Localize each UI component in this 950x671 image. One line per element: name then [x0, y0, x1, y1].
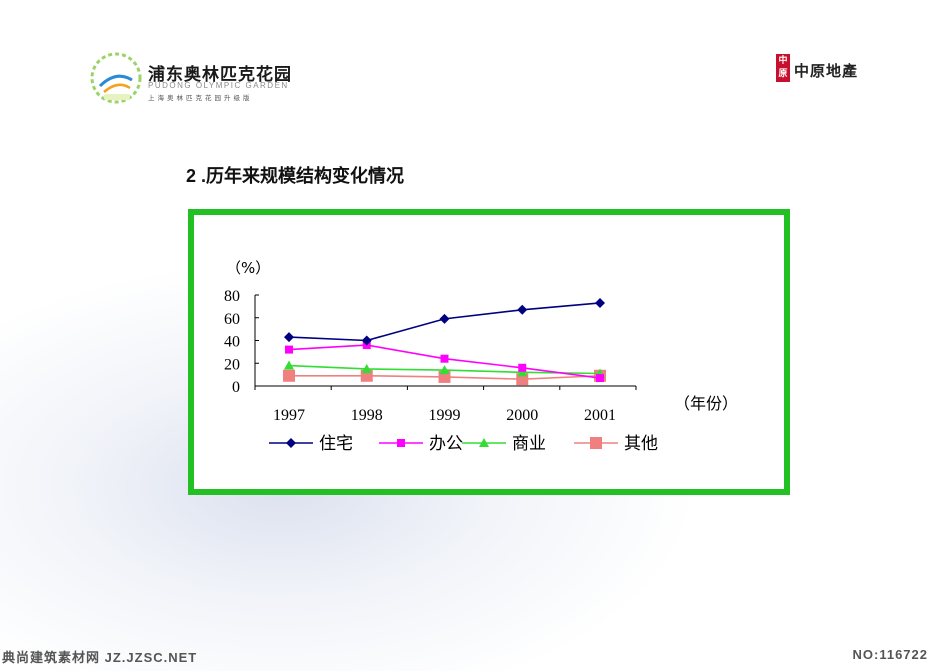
data-point-2: [440, 354, 449, 363]
y-tick-label: 20: [224, 356, 240, 373]
legend-label: 其他: [624, 434, 658, 454]
line-chart: 0 20 40 60 80 1997 1998 1999 2000 2001 （%） （年份） 住宅 办公…: [224, 259, 738, 454]
x-tick-label: 1998: [351, 407, 383, 424]
data-point-1: [595, 297, 605, 308]
x-tick-label: 1997: [273, 407, 305, 424]
data-point-4: [283, 369, 295, 382]
logo-subtitle-cn: 上海奥林匹克花园升级版: [148, 95, 253, 102]
data-point-3: [517, 367, 528, 377]
logo-subtitle-en: PUDONG OLYMPIC GARDEN: [148, 81, 289, 90]
data-point-2: [518, 363, 527, 372]
olympic-garden-logo: 浦东奥林匹克花园 PUDONG OLYMPIC GARDEN 上海奥林匹克花园升…: [88, 50, 308, 110]
chart-frame: 0 20 40 60 80 1997 1998 1999 2000 2001 （%） （年份） 住宅 办公…: [188, 209, 790, 495]
legend-label: 商业: [512, 434, 546, 454]
x-tick-label: 1999: [429, 407, 461, 424]
watermark-left: 典尚建筑素材网 JZ.JZSC.NET: [2, 650, 198, 665]
data-point-1: [517, 304, 528, 315]
section-title: 2 .历年来规模结构变化情况: [186, 166, 405, 186]
y-tick-label: 60: [224, 311, 240, 328]
zhongyuan-brand-logo: 中原 中原地產: [776, 54, 866, 84]
data-point-2: [596, 374, 604, 383]
x-axis-label: （年份）: [674, 394, 738, 413]
x-tick-label: 2001: [584, 407, 616, 424]
logo-title: 浦东奥林匹克花园: [148, 65, 292, 84]
data-point-1: [439, 313, 450, 324]
legend-marker: [590, 437, 602, 449]
x-tick-label: 2000: [506, 407, 538, 424]
watermark-right: NO:116722: [852, 647, 928, 662]
brand-seal: 中原: [776, 54, 790, 82]
data-point-1: [361, 335, 372, 346]
data-point-2: [285, 345, 293, 354]
y-tick-label: 80: [224, 288, 240, 305]
legend-marker: [479, 438, 489, 447]
legend-marker: [286, 438, 296, 448]
y-tick-label: 0: [232, 379, 240, 396]
data-point-3: [284, 360, 294, 370]
data-point-3: [361, 363, 372, 373]
data-point-3: [439, 365, 450, 375]
y-tick-label: 40: [224, 334, 240, 351]
brand-name: 中原地產: [794, 63, 859, 80]
y-axis-label: （%）: [226, 259, 270, 277]
legend-label: 办公: [429, 434, 463, 454]
legend-marker: [397, 439, 405, 447]
legend-label: 住宅: [319, 434, 353, 454]
data-point-1: [284, 332, 294, 343]
laurel-emblem-icon: [90, 52, 142, 104]
